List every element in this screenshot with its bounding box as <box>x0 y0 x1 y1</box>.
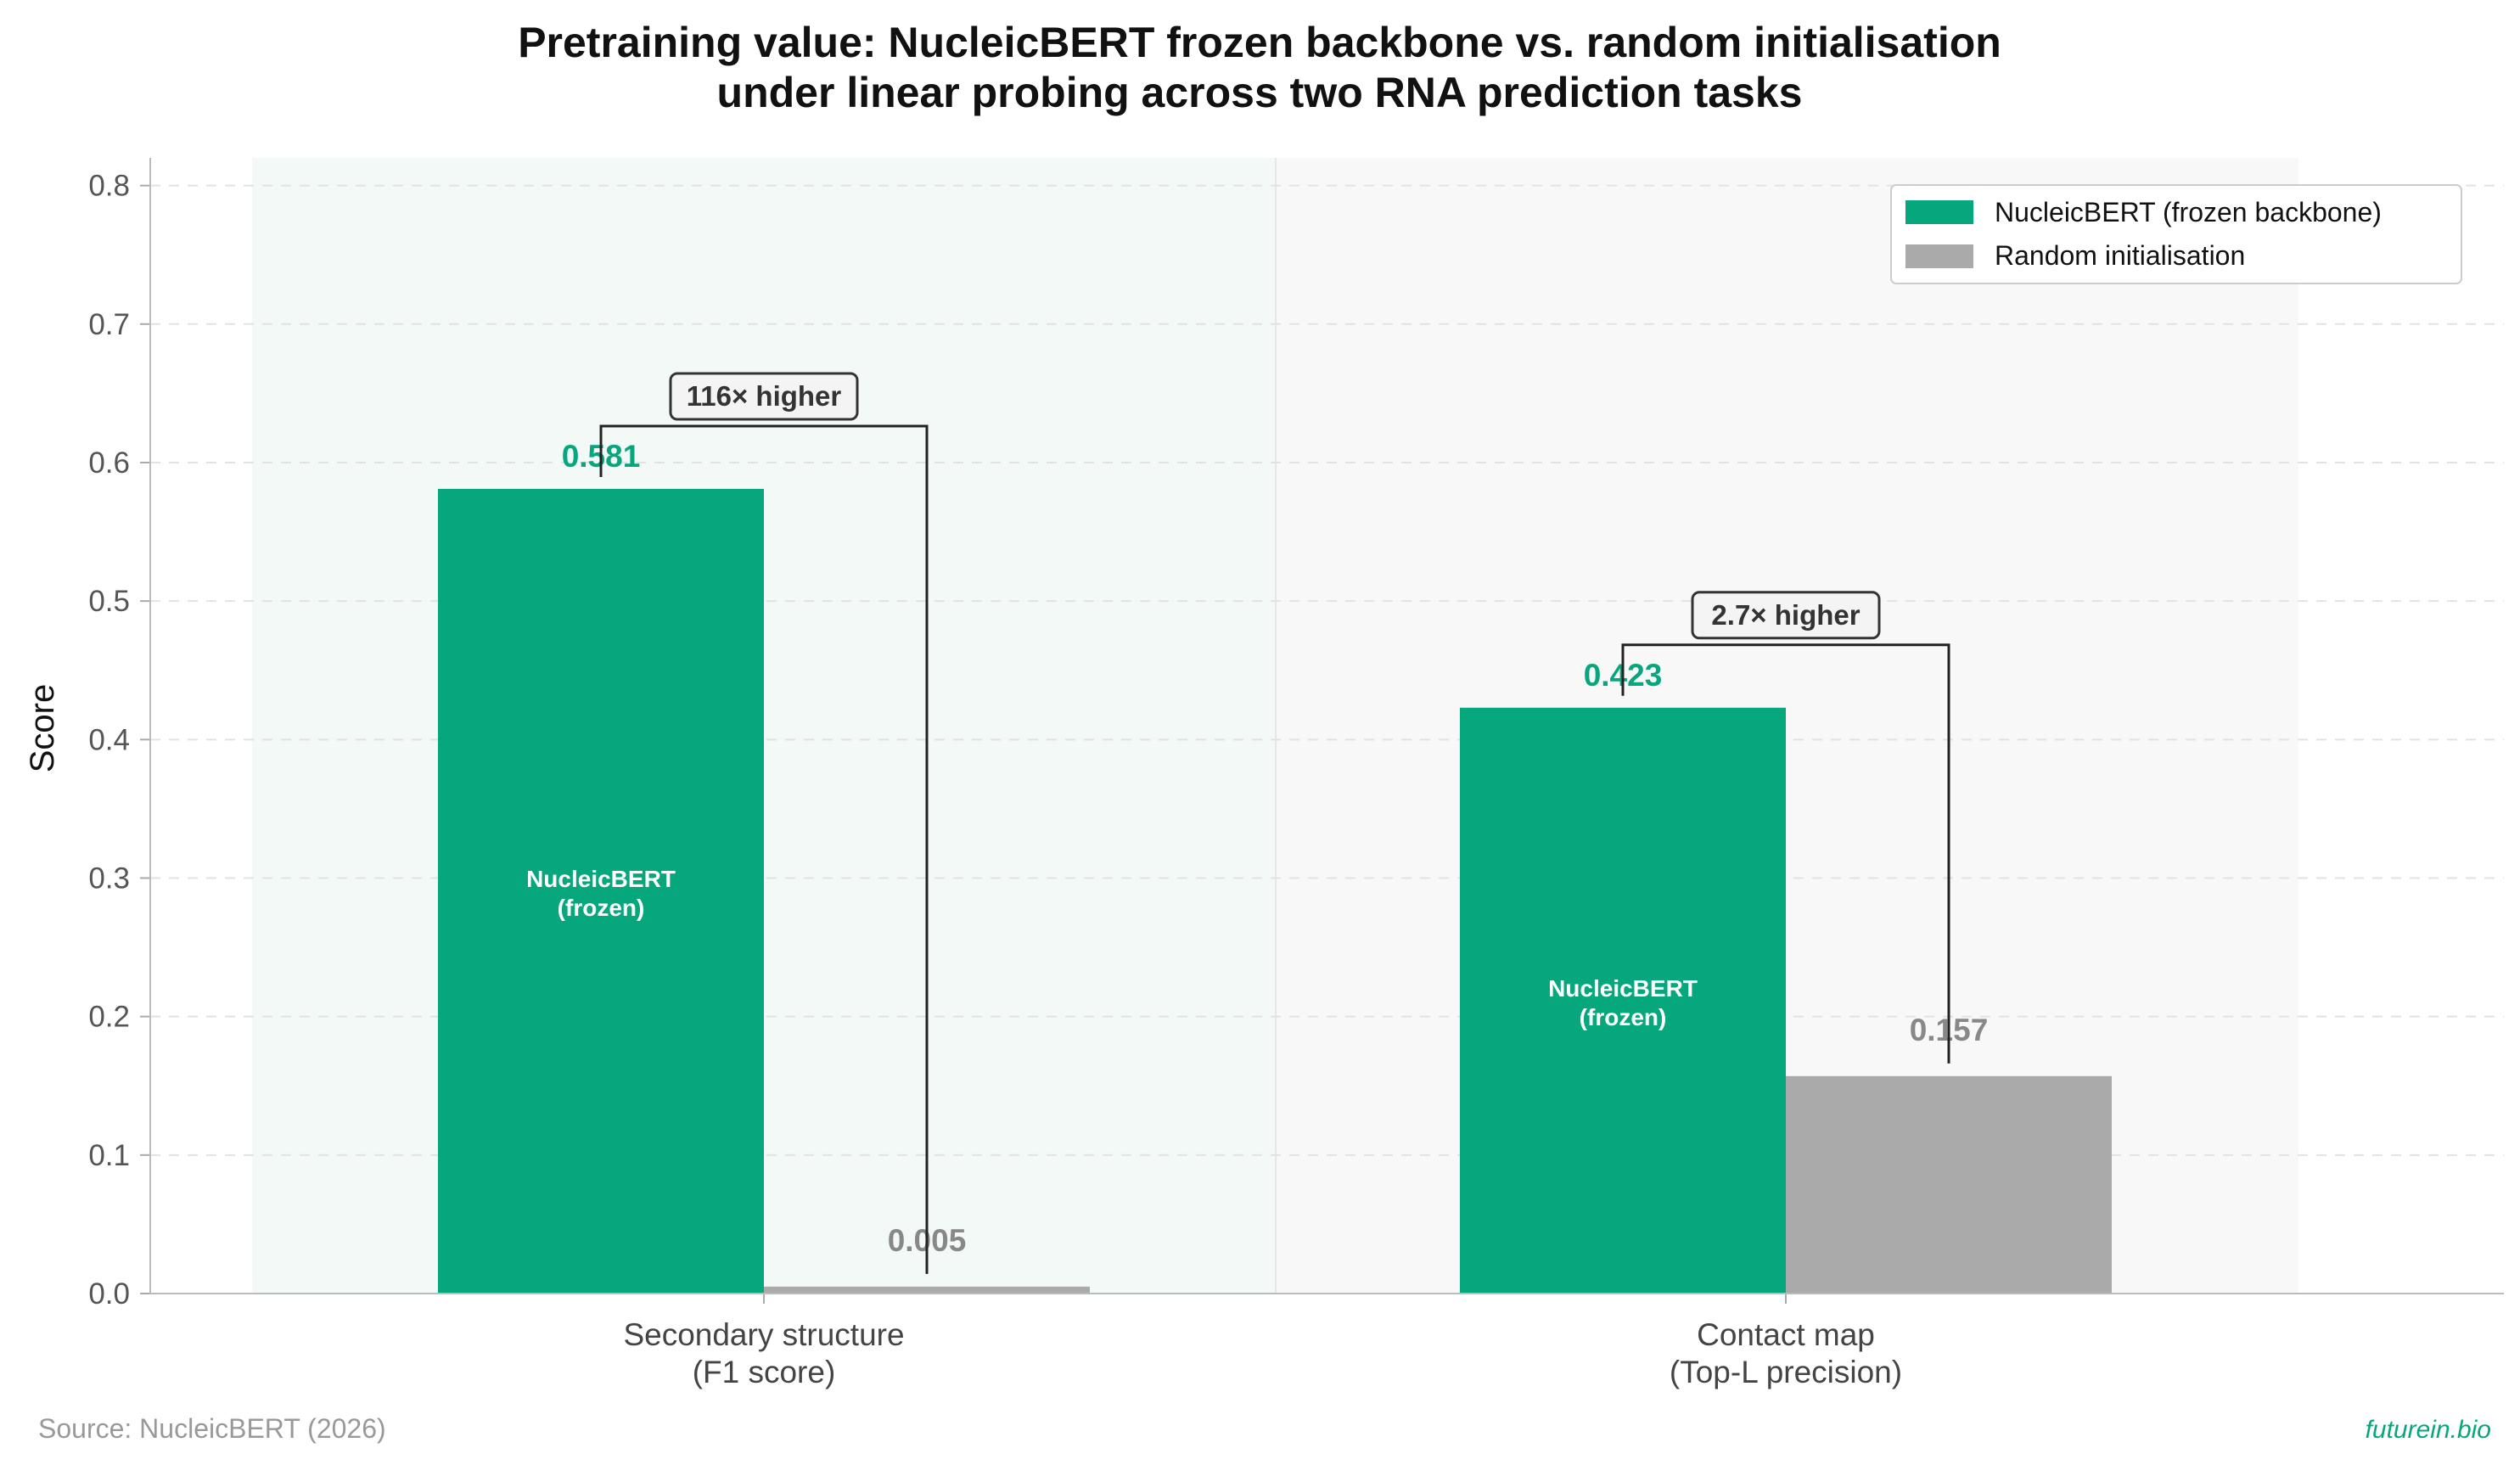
ratio-badge <box>1691 591 1881 640</box>
legend-swatch-nucleicbert <box>1905 200 1973 224</box>
y-tick-label: 0.5 <box>88 585 130 618</box>
bar-inner-label: NucleicBERT <box>526 866 676 892</box>
comparison-bracket <box>1621 643 1950 1064</box>
bar-random <box>1786 1075 2112 1294</box>
chart-title: Pretraining value: NucleicBERT frozen ba… <box>518 19 2001 66</box>
bar-inner-label: (frozen) <box>558 895 645 921</box>
y-axis-label: Score <box>24 684 61 773</box>
y-tick-label: 0.4 <box>88 723 130 756</box>
y-tick-label: 0.1 <box>88 1139 130 1172</box>
x-tick-label: (Top-L precision) <box>1670 1355 1902 1389</box>
legend-label-nucleicbert: NucleicBERT (frozen backbone) <box>1995 197 2382 227</box>
bar-random <box>764 1286 1090 1294</box>
y-tick-label: 0.6 <box>88 446 130 480</box>
y-tick-label: 0.8 <box>88 170 130 203</box>
brand-mark: futurein.bio <box>2366 1416 2491 1444</box>
plot-area: 0.00.10.20.30.40.50.60.70.8NucleicBERT(f… <box>88 158 2504 1389</box>
source-note: Source: NucleicBERT (2026) <box>38 1413 386 1444</box>
ratio-badge <box>669 372 859 421</box>
legend-frame <box>1890 184 2462 284</box>
y-tick-label: 0.2 <box>88 1001 130 1034</box>
y-tick-label: 0.7 <box>88 308 130 341</box>
y-tick-label: 0.0 <box>88 1277 130 1311</box>
bar-inner-label: (frozen) <box>1580 1004 1667 1030</box>
bar-nucleicbert <box>1460 707 1786 1294</box>
comparison-bracket <box>599 424 929 1274</box>
bar-inner-label: NucleicBERT <box>1548 975 1698 1002</box>
ratio-label: 116× higher <box>687 380 842 412</box>
x-tick-label: (F1 score) <box>693 1355 836 1389</box>
x-tick-label: Secondary structure <box>623 1317 904 1352</box>
legend-label-random: Random initialisation <box>1995 240 2245 271</box>
bar-nucleicbert <box>438 488 764 1294</box>
y-tick-label: 0.3 <box>88 862 130 895</box>
ratio-label: 2.7× higher <box>1711 599 1860 631</box>
chart-subtitle: under linear probing across two RNA pred… <box>717 69 1803 116</box>
legend-swatch-random <box>1905 244 1973 268</box>
legend: NucleicBERT (frozen backbone) Random ini… <box>1890 184 2462 284</box>
x-tick-label: Contact map <box>1697 1317 1875 1352</box>
